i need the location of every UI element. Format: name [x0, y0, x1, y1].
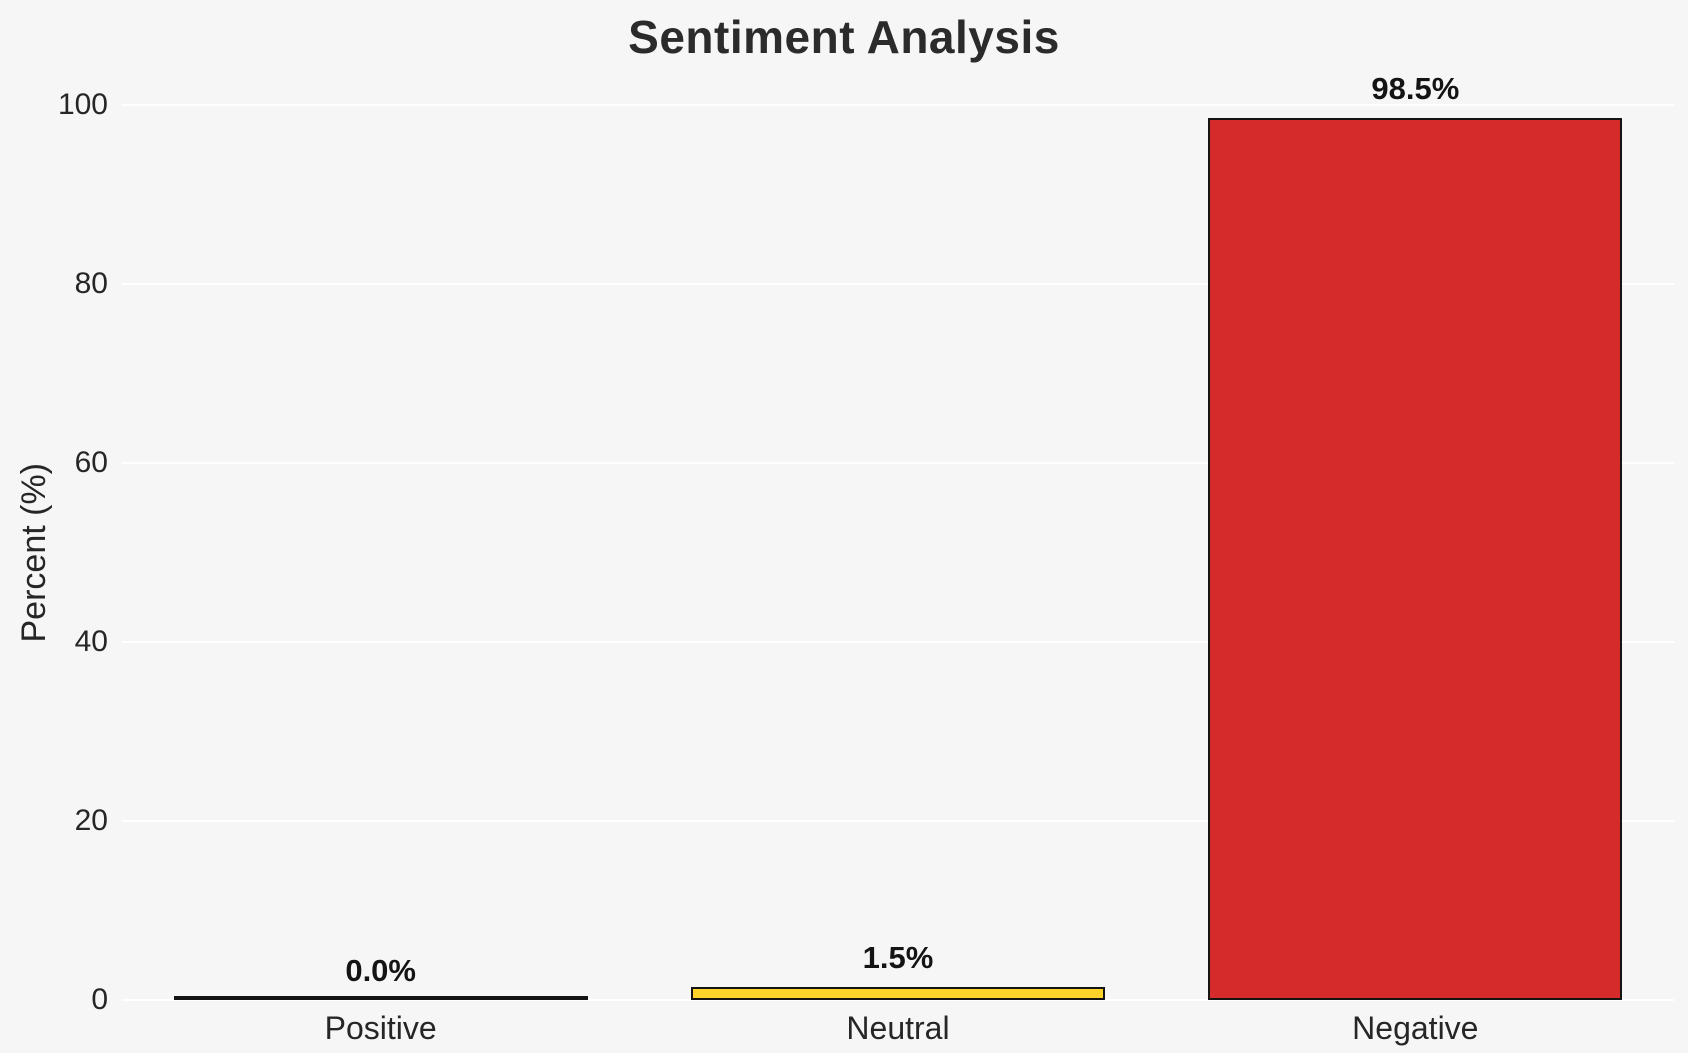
chart-title: Sentiment Analysis — [628, 11, 1060, 63]
bar-neutral — [691, 986, 1105, 1000]
value-label-positive: 0.0% — [345, 953, 416, 988]
y-tick-label: 100 — [57, 88, 108, 121]
bar-group-negative: 98.5% Negative — [1157, 73, 1674, 1044]
gridline — [122, 283, 1674, 285]
gridline — [122, 462, 1674, 464]
y-tick-label: 60 — [74, 446, 108, 479]
value-label-negative: 98.5% — [1371, 71, 1460, 107]
category-label-neutral: Neutral — [846, 1010, 950, 1046]
bar-group-positive: 0.0% Positive — [122, 105, 639, 1044]
gridline — [122, 641, 1674, 643]
bars-container: 0.0% Positive 1.5% Neutral 98.5% Negative — [122, 73, 1674, 1044]
category-label-negative: Negative — [1352, 1010, 1479, 1046]
bar-positive — [173, 996, 588, 1000]
y-tick-label: 20 — [74, 804, 108, 837]
bar-group-neutral: 1.5% Neutral — [639, 105, 1156, 1044]
gridline — [122, 104, 1674, 106]
y-tick-label: 40 — [74, 625, 108, 658]
y-tick-label: 80 — [74, 267, 108, 300]
bar-negative — [1208, 118, 1623, 1000]
gridline — [122, 820, 1674, 822]
plot-area: 0.0% Positive 1.5% Neutral 98.5% Negative — [122, 73, 1674, 1044]
y-axis-ticks: 0 20 40 60 80 100 — [0, 90, 108, 1015]
gridline — [122, 999, 1674, 1001]
category-label-positive: Positive — [324, 1010, 437, 1046]
y-tick-label: 0 — [91, 983, 108, 1016]
value-label-neutral: 1.5% — [862, 939, 934, 975]
